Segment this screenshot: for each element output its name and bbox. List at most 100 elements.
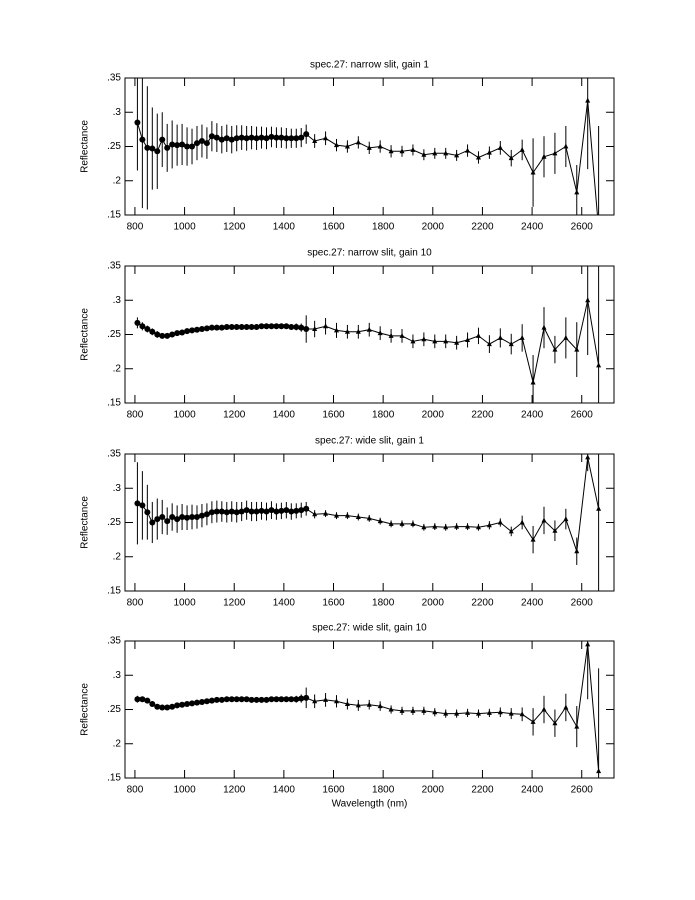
data-line: [136, 100, 598, 215]
x-tick-label: 1600: [322, 598, 345, 609]
x-tick-label: 1800: [372, 222, 395, 233]
marker: [278, 507, 285, 514]
marker: [596, 362, 602, 368]
marker: [233, 135, 240, 142]
marker: [258, 134, 265, 141]
y-axis-label: Reflectance: [80, 308, 91, 361]
marker: [278, 323, 285, 330]
chart-title: spec.27: narrow slit, gain 10: [307, 248, 432, 259]
marker: [189, 514, 196, 521]
x-tick-label: 1600: [322, 410, 345, 421]
marker: [497, 334, 503, 340]
x-axis-label: Wavelength (nm): [332, 799, 408, 810]
marker: [149, 519, 156, 526]
plot-area: [134, 266, 602, 403]
marker: [312, 511, 318, 517]
y-tick-label: .25: [107, 517, 121, 528]
marker: [288, 508, 295, 515]
marker: [454, 339, 460, 345]
marker: [184, 328, 191, 335]
marker: [443, 338, 449, 344]
marker: [410, 520, 416, 526]
y-axis-label: Reflectance: [80, 496, 91, 549]
marker: [421, 524, 427, 530]
marker: [465, 709, 471, 715]
marker: [355, 328, 361, 334]
y-tick-label: .3: [113, 295, 122, 306]
x-tick-label: 2000: [422, 222, 445, 233]
marker: [223, 135, 230, 142]
marker: [248, 134, 255, 141]
marker: [273, 508, 280, 515]
y-tick-label: .35: [107, 449, 121, 460]
marker: [344, 328, 350, 334]
marker: [323, 323, 329, 329]
data-line: [137, 644, 600, 772]
marker: [486, 709, 492, 715]
x-tick-label: 1200: [223, 410, 246, 421]
marker: [293, 507, 300, 514]
marker: [563, 334, 569, 340]
marker: [323, 696, 329, 702]
marker: [475, 332, 481, 338]
marker: [218, 696, 225, 703]
plot-area: [134, 641, 602, 778]
marker: [344, 701, 350, 707]
marker: [228, 508, 235, 515]
marker: [149, 145, 156, 152]
x-tick-label: 2000: [422, 410, 445, 421]
x-tick-label: 1000: [173, 598, 196, 609]
marker: [366, 515, 372, 521]
marker: [366, 701, 372, 707]
marker: [465, 147, 471, 153]
x-tick-label: 1200: [223, 785, 246, 796]
marker: [519, 711, 525, 717]
marker: [541, 153, 547, 159]
marker: [248, 696, 255, 703]
x-tick-label: 1400: [273, 598, 296, 609]
marker: [233, 509, 240, 516]
marker: [134, 319, 141, 326]
marker: [541, 706, 547, 712]
marker: [213, 134, 220, 141]
marker: [283, 135, 290, 142]
marker: [139, 136, 146, 143]
marker: [377, 330, 383, 336]
marker: [198, 512, 205, 519]
marker: [218, 508, 225, 515]
x-tick-label: 2200: [471, 222, 494, 233]
marker: [519, 334, 525, 340]
marker: [432, 523, 438, 529]
marker: [184, 701, 191, 708]
marker: [159, 514, 166, 521]
marker: [465, 336, 471, 342]
marker: [149, 328, 156, 335]
marker: [344, 143, 350, 149]
y-axis-label: Reflectance: [80, 683, 91, 736]
marker: [144, 697, 151, 704]
marker: [169, 331, 176, 338]
plot-frame: [124, 453, 615, 592]
y-tick-label: .2: [113, 738, 122, 749]
x-tick-label: 2400: [521, 785, 544, 796]
marker: [465, 523, 471, 529]
marker: [238, 508, 245, 515]
marker: [486, 522, 492, 528]
marker: [410, 338, 416, 344]
marker: [323, 510, 329, 516]
marker: [288, 696, 295, 703]
y-tick-label: .3: [113, 107, 122, 118]
marker: [238, 323, 245, 330]
marker: [273, 134, 280, 141]
marker: [174, 142, 181, 149]
marker: [293, 696, 300, 703]
x-tick-label: 800: [127, 785, 144, 796]
marker: [263, 508, 270, 515]
marker: [179, 701, 186, 708]
marker: [253, 508, 260, 515]
x-tick-label: 1600: [322, 222, 345, 233]
marker: [298, 507, 305, 514]
marker: [288, 135, 295, 142]
marker: [333, 327, 339, 333]
x-tick-label: 2200: [471, 410, 494, 421]
